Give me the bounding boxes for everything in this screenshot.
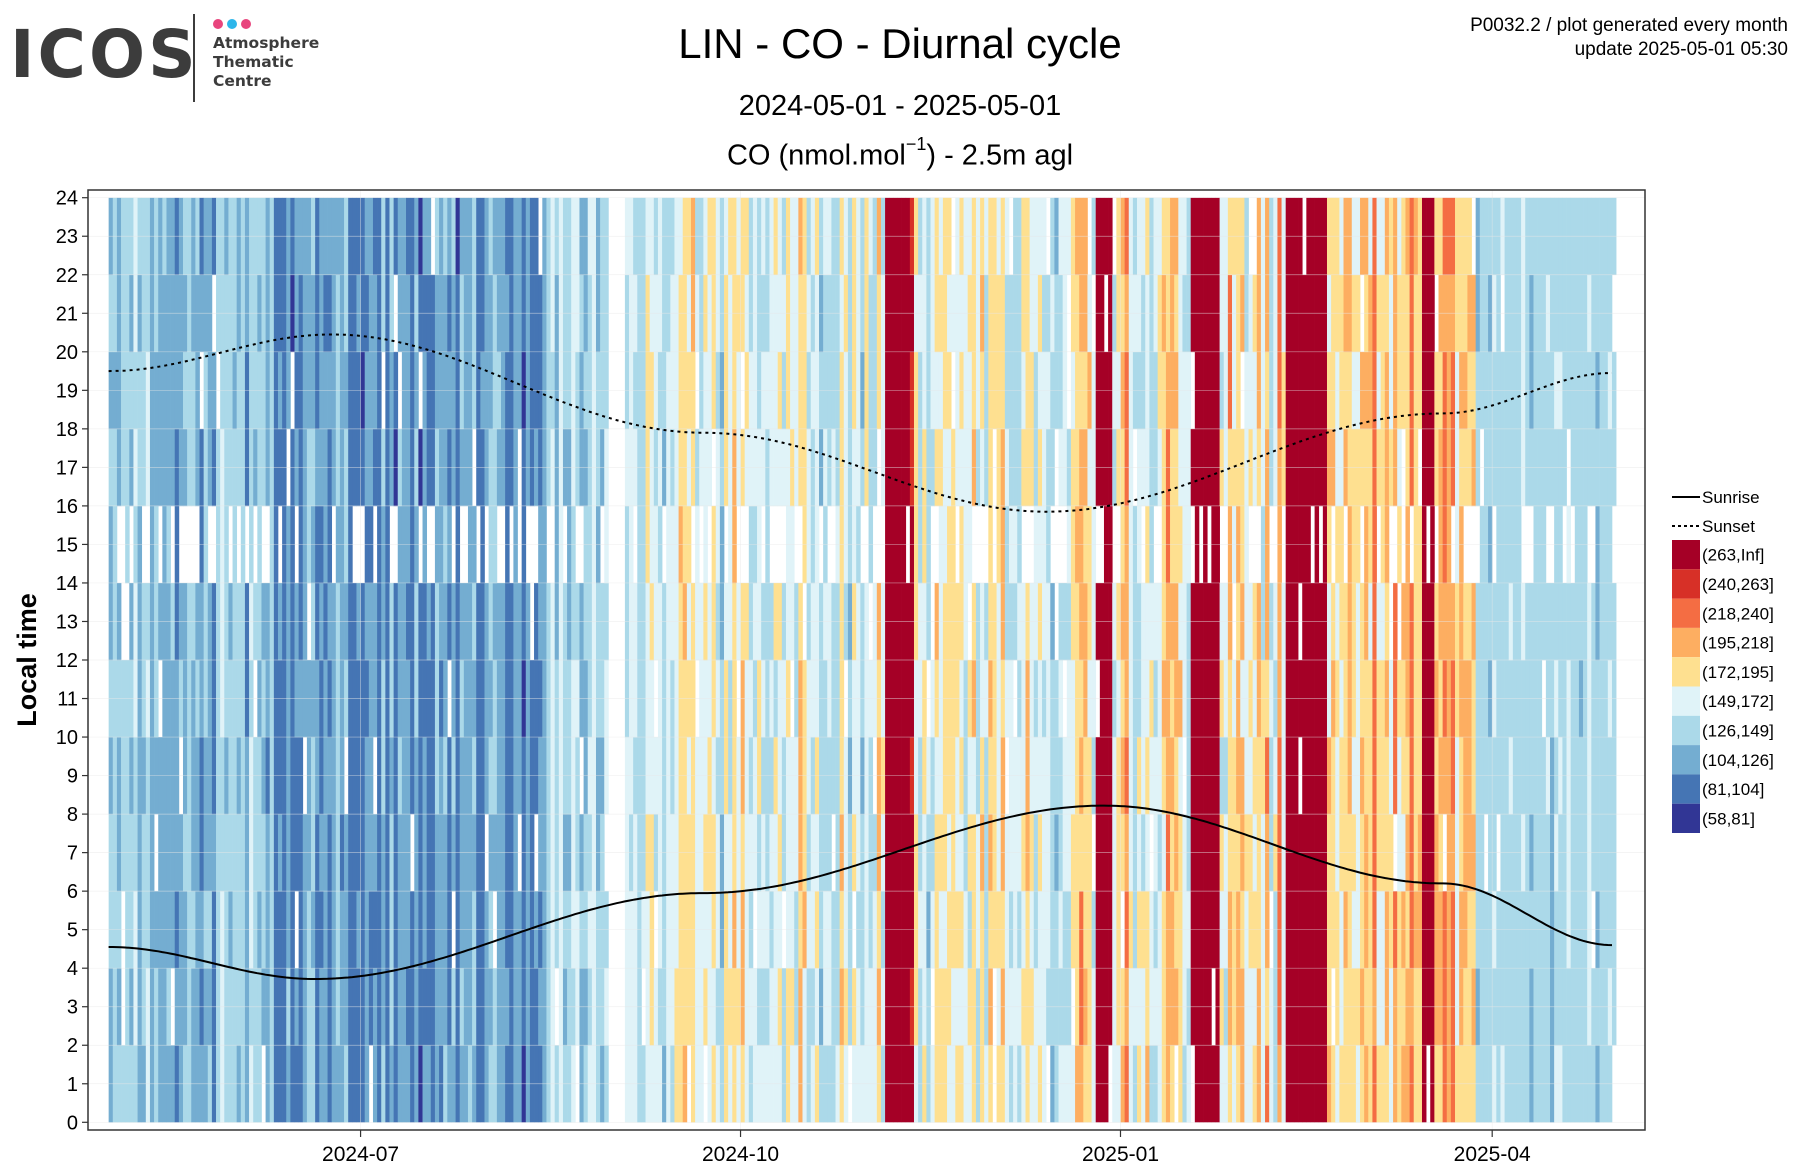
y-tick-label: 22 [56, 265, 78, 287]
legend-bin-label: (126,149] [1702, 721, 1774, 740]
legend-color-key [1672, 657, 1700, 687]
x-tick-label: 2025-01 [1082, 1143, 1159, 1166]
legend: Sunrise Sunset (263,Inf] (240,263] (218,240]… [1672, 488, 1774, 833]
logo-dot [213, 19, 223, 29]
plot-info: P0032.2 / plot generated every month upd… [1470, 14, 1788, 62]
y-tick-label: 14 [56, 573, 78, 595]
y-tick-label: 12 [56, 650, 78, 672]
icos-logo: ICOS Atmosphere Thematic Centre [10, 14, 330, 104]
sunset-line [108, 333, 1613, 513]
y-tick-label: 0 [67, 1112, 78, 1134]
y-tick-label: 5 [67, 920, 78, 942]
sun-curves [108, 333, 1613, 980]
legend-line-label: Sunset [1702, 517, 1755, 536]
legend-bin-label: (149,172] [1702, 692, 1774, 711]
legend-bin-label: (81,104] [1702, 780, 1764, 799]
legend-color-key [1672, 686, 1700, 716]
y-tick-label: 7 [67, 843, 78, 865]
y-tick-label: 21 [56, 303, 78, 325]
legend-color-key [1672, 803, 1700, 833]
x-tick-label: 2025-04 [1454, 1143, 1531, 1166]
x-axis: 2024-07 2024-10 2025-01 2025-04 [322, 1130, 1531, 1166]
legend-bin-label: (172,195] [1702, 663, 1774, 682]
chart-title: LIN - CO - Diurnal cycle [678, 20, 1122, 67]
legend-bin-label: (218,240] [1702, 604, 1774, 623]
measurement-main: CO (nmol.mol [726, 139, 906, 172]
legend-color-key [1672, 774, 1700, 804]
y-tick-label: 24 [56, 188, 78, 210]
update-time: update 2025-05-01 05:30 [1574, 39, 1788, 60]
x-tick-label: 2024-10 [702, 1143, 779, 1166]
y-tick-label: 23 [56, 226, 78, 248]
logo-dots [213, 16, 255, 29]
y-tick-label: 11 [57, 689, 78, 711]
y-tick-label: 1 [67, 1074, 78, 1096]
y-tick-label: 16 [56, 496, 78, 518]
logo-dot [241, 19, 251, 29]
logo-text: Atmosphere Thematic Centre [213, 34, 319, 91]
logo-dot [227, 19, 237, 29]
y-tick-label: 2 [67, 1035, 78, 1057]
legend-line-label: Sunrise [1702, 488, 1760, 507]
y-tick-label: 19 [56, 380, 78, 402]
y-tick-label: 13 [56, 611, 78, 633]
legend-bin-label: (58,81] [1702, 809, 1755, 828]
legend-color-key [1672, 627, 1700, 658]
y-tick-label: 6 [67, 881, 78, 903]
measurement-tail: ) - 2.5m agl [926, 139, 1074, 172]
legend-bin-label: (195,218] [1702, 634, 1774, 653]
y-axis-label: Local time [12, 593, 42, 727]
plot-id: P0032.2 / plot generated every month [1470, 15, 1788, 36]
legend-color-key [1672, 569, 1700, 599]
logo-line: Atmosphere [213, 34, 320, 52]
gridlines [88, 190, 1645, 1130]
y-tick-label: 10 [56, 727, 78, 749]
measurement-exponent: −1 [905, 134, 927, 154]
logo-divider [193, 14, 195, 102]
y-tick-label: 3 [67, 997, 78, 1019]
legend-color-key [1672, 745, 1700, 775]
measurement-label: CO (nmol.mol−1) - 2.5m agl [0, 134, 1800, 173]
logo-line: Centre [213, 72, 272, 90]
y-tick-label: 17 [56, 457, 78, 479]
y-tick-label: 9 [67, 766, 78, 788]
legend-bin-label: (263,Inf] [1702, 546, 1764, 565]
legend-bin-label: (104,126] [1702, 751, 1774, 770]
chart-subtitle: 2024-05-01 - 2025-05-01 [738, 90, 1062, 122]
logo-line: Thematic [213, 53, 294, 71]
legend-color-key [1672, 540, 1700, 570]
logo-wordmark: ICOS [10, 16, 199, 93]
y-tick-label: 8 [67, 804, 78, 826]
y-tick-label: 20 [56, 342, 78, 364]
y-tick-label: 15 [56, 534, 78, 556]
y-tick-label: 4 [67, 958, 78, 980]
sunrise-line [108, 804, 1613, 980]
legend-color-key [1672, 715, 1700, 746]
legend-color-key [1672, 598, 1700, 628]
x-tick-label: 2024-07 [322, 1143, 399, 1166]
y-tick-label: 18 [56, 419, 78, 441]
legend-bin-label: (240,263] [1702, 575, 1774, 594]
